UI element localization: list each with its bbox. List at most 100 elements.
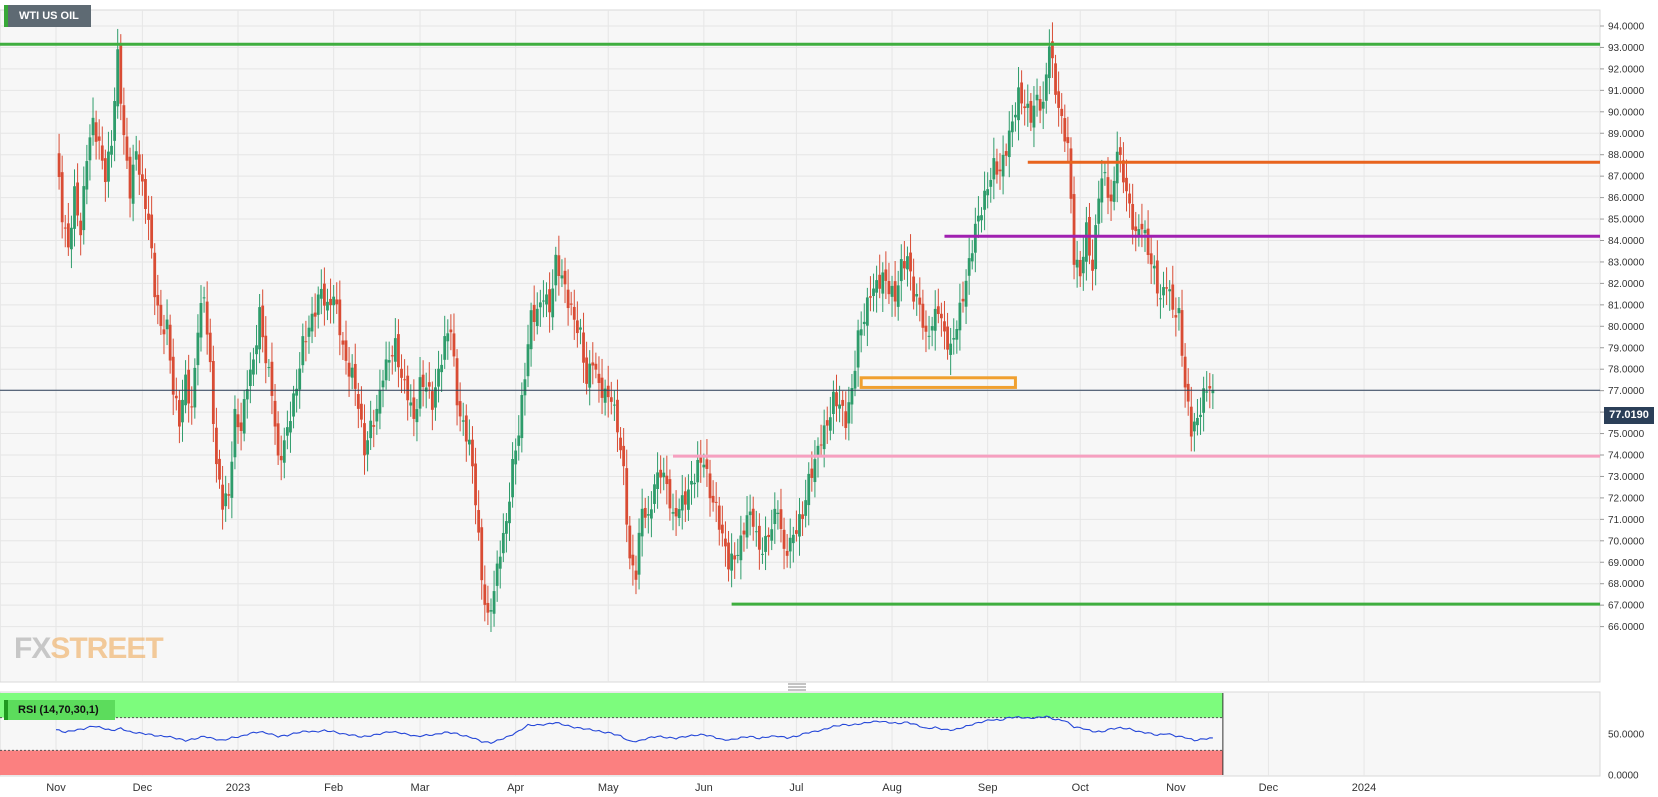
candle-body (1057, 91, 1061, 108)
candle-body (400, 368, 403, 378)
candle-body (221, 484, 224, 510)
candle (566, 269, 570, 326)
y-tick-label: 78.0000 (1608, 365, 1645, 376)
y-tick-label: 86.0000 (1608, 193, 1645, 204)
candle-body (761, 553, 764, 555)
candle-body (326, 301, 329, 311)
candle (400, 354, 403, 393)
candle-body (409, 402, 413, 406)
instrument-label[interactable]: WTI US OIL (4, 5, 91, 27)
candle-body (591, 362, 595, 366)
candle (720, 505, 724, 547)
candle-body (353, 363, 357, 389)
x-tick-label: Sep (978, 782, 998, 794)
candle (276, 411, 280, 466)
candle-body (307, 327, 311, 337)
candle-body (687, 489, 690, 510)
candle-body (480, 527, 484, 581)
levels-layer (0, 42, 1600, 606)
candle-body (279, 455, 283, 461)
candle-body (1171, 284, 1175, 310)
candle (890, 275, 894, 317)
candle-body (680, 495, 684, 511)
pane-resize-handle[interactable] (788, 683, 806, 691)
candle (128, 147, 132, 218)
candle-body (887, 281, 891, 295)
candle (415, 398, 419, 442)
candle (103, 149, 107, 202)
candle (699, 439, 703, 483)
candle-body (196, 332, 200, 366)
candle-body (939, 313, 943, 319)
candle-body (724, 538, 727, 547)
candle-body (406, 375, 410, 401)
x-tick-label: Nov (1166, 782, 1186, 794)
candle (335, 282, 339, 315)
candle-body (224, 493, 228, 507)
candle-body (949, 343, 953, 355)
candle-body (144, 179, 147, 210)
candle-body (594, 363, 598, 370)
candle (702, 453, 706, 478)
candle (927, 315, 931, 350)
candle-body (856, 330, 860, 368)
candle (1134, 211, 1138, 252)
candle (446, 319, 450, 360)
x-tick-label: Dec (1259, 782, 1279, 794)
rsi-oversold-band (0, 750, 1223, 775)
candle-body (171, 356, 175, 395)
y-tick-label: 92.0000 (1608, 64, 1645, 75)
candle-body (643, 507, 647, 518)
candle-body (943, 321, 946, 332)
candle-body (918, 297, 922, 305)
candle-body (1199, 414, 1202, 418)
x-tick-label: Jun (695, 782, 713, 794)
candle-body (295, 388, 299, 396)
candle-body (742, 530, 746, 535)
candle (594, 352, 598, 379)
candle-body (381, 380, 385, 388)
y-tick-label: 89.0000 (1608, 129, 1645, 140)
candle (637, 518, 641, 590)
candle (936, 288, 940, 324)
candle-body (505, 521, 508, 534)
candle (230, 441, 234, 519)
y-tick-label: 74.0000 (1608, 451, 1645, 462)
candle (187, 354, 191, 423)
candle-body (751, 508, 755, 527)
candle (1007, 111, 1011, 178)
candle (930, 316, 934, 347)
candle (754, 510, 758, 547)
candle-body (273, 400, 277, 427)
candle-body (757, 525, 761, 550)
candle-body (153, 252, 157, 298)
candle-body (227, 494, 231, 496)
candle-body (181, 399, 184, 423)
candle-body (393, 338, 397, 362)
candle-body (1146, 228, 1150, 256)
candle-body (902, 261, 906, 269)
candle-body (1035, 94, 1039, 101)
candle (795, 510, 798, 542)
candle-body (1032, 105, 1036, 128)
candle-body (967, 258, 971, 276)
candle-body (816, 445, 820, 458)
candle-body (464, 415, 468, 442)
candle (1211, 374, 1215, 410)
candle-body (1205, 391, 1209, 393)
rsi-indicator-label[interactable]: RSI (14,70,30,1) (4, 700, 115, 720)
candle-body (600, 377, 604, 398)
candle-body (452, 333, 456, 357)
candle-body (1162, 287, 1165, 296)
candle-body (964, 280, 968, 307)
candle (381, 369, 385, 408)
candle (1081, 236, 1085, 291)
candle (884, 251, 888, 300)
candle (668, 469, 672, 521)
candle-body (520, 395, 524, 439)
candle (1189, 386, 1193, 452)
candle-body (1180, 310, 1184, 356)
candle-body (634, 570, 638, 580)
candle (196, 314, 200, 386)
rsi-tick-label: 0.0000 (1608, 771, 1639, 782)
